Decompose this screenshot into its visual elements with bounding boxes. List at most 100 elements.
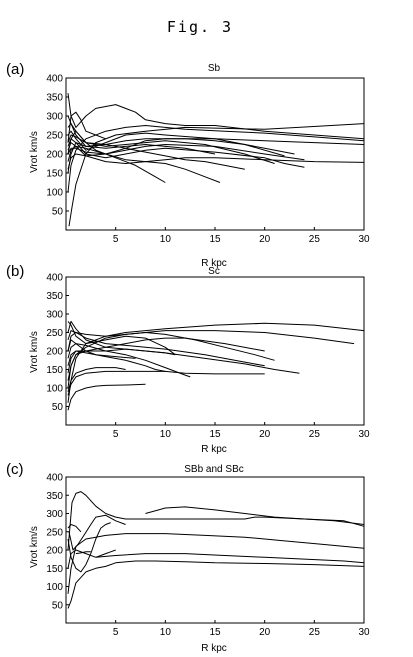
panel-title-sbb-sbc: SBb and SBc (184, 464, 243, 475)
curves-b (67, 320, 365, 411)
plot-frame-b (65, 276, 365, 426)
ticks-a: 50 100 150 200 250 300 350 400 5 10 15 20 25 30 (46, 74, 370, 246)
y-tick-label: 250 (46, 527, 63, 538)
y-tick-label: 100 (46, 384, 63, 395)
rotation-curve-5 (67, 130, 166, 183)
rotation-curve-11 (67, 142, 365, 164)
x-tick-label: 20 (259, 429, 271, 440)
y-tick-label: 400 (46, 74, 63, 85)
rotation-curve-8 (95, 549, 116, 558)
x-tick-label: 5 (113, 627, 119, 638)
x-tick-label: 5 (113, 429, 119, 440)
y-tick-label: 150 (46, 564, 63, 575)
rotation-curve-5 (67, 370, 265, 396)
panel-a: (a) Sb Vrot km/s R kpc 50 100 150 200 250 300… (6, 61, 370, 269)
rotation-curve-7 (67, 138, 305, 168)
y-tick-label: 400 (46, 473, 63, 484)
x-axis-label-a: R kpc (201, 258, 227, 269)
ticks-b: 50 100 150 200 250 300 350 400 5 10 15 20 25 30 (46, 273, 370, 441)
rotation-curve-12 (67, 337, 265, 381)
y-tick-label: 350 (46, 93, 63, 104)
rotation-curve-3 (67, 332, 275, 361)
y-tick-label: 50 (52, 402, 64, 413)
y-tick-label: 50 (52, 600, 64, 611)
rotation-curve-14 (67, 339, 136, 359)
x-tick-label: 15 (209, 627, 221, 638)
panel-c: (c) SBb and SBc Vrot km/s R kpc 50 100 150… (6, 461, 370, 654)
x-tick-label: 30 (358, 429, 370, 440)
panel-b: (b) Sc Vrot km/s R kpc 50 100 150 200 250 300… (6, 263, 370, 455)
curves-c (67, 491, 365, 609)
rotation-curve-13 (67, 321, 176, 356)
x-tick-label: 10 (160, 627, 172, 638)
y-tick-label: 300 (46, 112, 63, 123)
rotation-curve-9 (67, 350, 166, 372)
plot-frame-a (65, 77, 365, 231)
y-tick-label: 200 (46, 546, 63, 557)
panel-title-sc: Sc (208, 266, 220, 277)
y-tick-label: 150 (46, 169, 63, 180)
rotation-curve-1 (67, 322, 365, 403)
rotation-curve-4 (67, 549, 365, 569)
x-tick-label: 30 (358, 627, 370, 638)
rotation-curve-4 (67, 138, 365, 174)
x-tick-label: 20 (259, 234, 271, 245)
x-tick-label: 5 (113, 234, 119, 245)
y-tick-label: 400 (46, 273, 63, 284)
rotation-curve-9 (67, 144, 305, 170)
rotation-curve-10 (67, 123, 275, 164)
rotation-curve-4 (67, 348, 300, 374)
curves-a (67, 93, 365, 227)
x-axis-label-b: R kpc (201, 444, 227, 455)
rotation-curve-10 (67, 524, 82, 533)
rotation-curve-6 (67, 383, 146, 411)
y-tick-label: 300 (46, 509, 63, 520)
rotation-curve-2 (67, 93, 365, 140)
panel-label-a: (a) (6, 61, 24, 78)
y-tick-label: 250 (46, 131, 63, 142)
rotation-curve-1 (67, 491, 365, 551)
rotation-curve-5 (68, 514, 126, 551)
rotation-curve-15 (67, 111, 106, 143)
x-tick-label: 25 (309, 234, 321, 245)
y-tick-label: 350 (46, 291, 63, 302)
x-tick-label: 15 (209, 234, 221, 245)
y-tick-label: 200 (46, 347, 63, 358)
x-axis-label-c: R kpc (201, 643, 227, 654)
rotation-curve-8 (67, 343, 191, 378)
rotation-curve-6 (145, 506, 365, 525)
rotation-curve-13 (67, 134, 245, 170)
y-axis-label-c: Vrot km/s (29, 526, 40, 568)
y-tick-label: 200 (46, 150, 63, 161)
rotation-curve-10 (67, 367, 126, 392)
plot-frame-c (65, 476, 365, 624)
panel-title-sb: Sb (208, 63, 221, 74)
y-axis-label-b: Vrot km/s (29, 331, 40, 373)
x-tick-label: 25 (309, 429, 321, 440)
y-axis-label-a: Vrot km/s (29, 131, 40, 173)
y-tick-label: 100 (46, 582, 63, 593)
rotation-curve-3 (67, 125, 365, 193)
rotation-curve-14 (67, 138, 285, 157)
x-tick-label: 15 (209, 429, 221, 440)
x-tick-label: 20 (259, 627, 271, 638)
y-tick-label: 300 (46, 310, 63, 321)
rotation-curve-3 (67, 560, 365, 609)
rotation-curve-9 (75, 551, 91, 555)
y-tick-label: 350 (46, 491, 63, 502)
x-tick-label: 30 (358, 234, 370, 245)
rotation-curve-12 (67, 115, 216, 155)
figure-title: Fig. 3 (167, 18, 233, 36)
rotation-curve-6 (67, 145, 221, 183)
x-tick-label: 10 (160, 234, 172, 245)
x-tick-label: 10 (160, 429, 172, 440)
y-tick-label: 100 (46, 188, 63, 199)
panel-label-c: (c) (6, 461, 24, 478)
x-tick-label: 25 (309, 627, 321, 638)
panel-label-b: (b) (6, 263, 24, 280)
y-tick-label: 50 (52, 207, 64, 218)
ticks-c: 50 100 150 200 250 300 350 400 5 10 15 20 25 30 (46, 473, 370, 639)
y-tick-label: 250 (46, 328, 63, 339)
y-tick-label: 150 (46, 365, 63, 376)
